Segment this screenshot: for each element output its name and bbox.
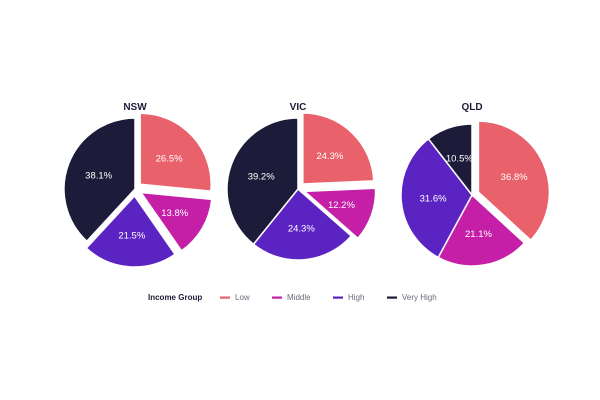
slice-vic-very-high[interactable]	[226, 117, 299, 246]
legend-swatch-very-high	[387, 296, 397, 299]
slice-label-qld-very-high: 10.5%	[446, 154, 473, 165]
legend-title: Income Group	[148, 293, 202, 302]
pie-nsw: NSW 26.5% 13.8% 21.5% 38.1%	[63, 102, 213, 268]
pie-qld: QLD 36.8% 21.1% 31.6% 10.5%	[400, 102, 551, 267]
slice-label-nsw-very-high: 38.1%	[85, 170, 112, 181]
pie-title-nsw: NSW	[123, 102, 147, 113]
slice-nsw-very-high[interactable]	[63, 117, 136, 243]
legend: Income Group Low Middle High Very High	[148, 293, 437, 302]
slice-nsw-middle[interactable]	[139, 191, 213, 252]
legend-swatch-high	[333, 296, 343, 299]
slice-vic-high[interactable]	[252, 187, 353, 261]
slice-label-nsw-middle: 13.8%	[161, 208, 188, 219]
slice-qld-low[interactable]	[477, 120, 551, 242]
legend-swatch-low	[220, 296, 230, 299]
pie-title-vic: VIC	[290, 102, 307, 113]
slice-label-vic-very-high: 39.2%	[248, 172, 275, 183]
legend-label-high[interactable]: High	[348, 293, 364, 302]
legend-swatch-middle	[272, 296, 282, 299]
slice-label-qld-low: 36.8%	[501, 172, 528, 183]
slice-label-qld-middle: 21.1%	[465, 229, 492, 240]
slice-qld-high[interactable]	[400, 137, 473, 259]
slice-vic-middle[interactable]	[302, 187, 377, 240]
legend-label-very-high[interactable]: Very High	[402, 293, 437, 302]
pie-title-qld: QLD	[461, 102, 482, 113]
slice-label-vic-high: 24.3%	[288, 223, 315, 234]
slice-label-vic-low: 24.3%	[316, 151, 343, 162]
slice-nsw-low[interactable]	[139, 112, 212, 192]
slice-vic-low[interactable]	[302, 112, 375, 185]
slice-label-vic-middle: 12.2%	[328, 200, 355, 211]
slice-qld-middle[interactable]	[437, 193, 526, 267]
slice-label-nsw-high: 21.5%	[118, 230, 145, 241]
pies-group: NSW 26.5% 13.8% 21.5% 38.1% VIC 24.3% 12.2% 24.3…	[63, 102, 551, 268]
slice-label-qld-high: 31.6%	[420, 194, 447, 205]
slice-qld-very-high[interactable]	[427, 123, 473, 198]
slice-nsw-high[interactable]	[85, 194, 177, 268]
legend-label-low[interactable]: Low	[235, 293, 250, 302]
legend-label-middle[interactable]: Middle	[287, 293, 311, 302]
slice-label-nsw-low: 26.5%	[156, 154, 183, 165]
pie-vic: VIC 24.3% 12.2% 24.3% 39.2%	[226, 102, 377, 261]
